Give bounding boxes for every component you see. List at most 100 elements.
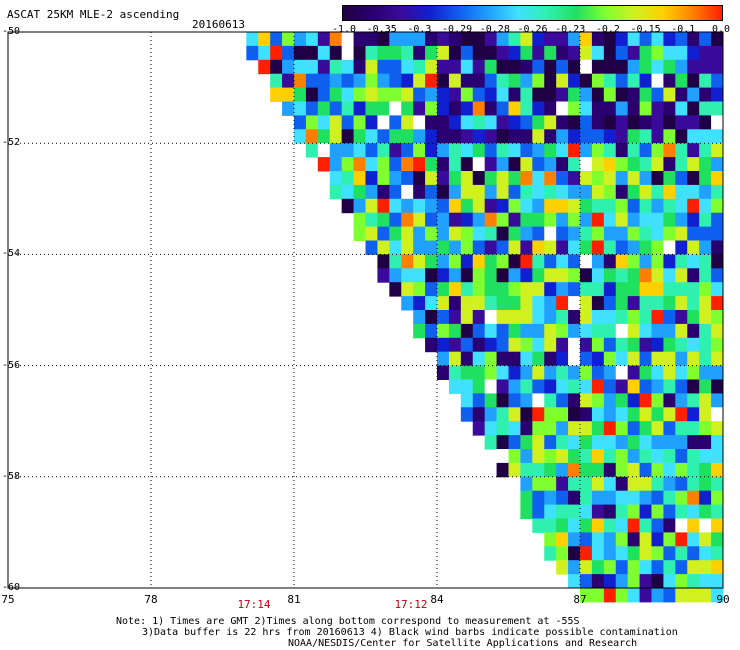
swath-cell	[675, 421, 688, 436]
swath-cell	[639, 171, 652, 186]
swath-cell	[353, 87, 366, 102]
swath-cell	[448, 337, 462, 353]
swath-cell	[556, 560, 569, 575]
swath-cell	[675, 59, 688, 75]
swath-cell	[329, 184, 343, 200]
swath-cell	[353, 198, 366, 214]
swath-cell	[615, 323, 629, 339]
note-line-2: 3)Data buffer is 22 hrs from 20160613 4)…	[142, 627, 678, 638]
swath-cell	[639, 296, 652, 311]
swath-cell	[425, 268, 438, 283]
swath-cell	[472, 198, 486, 214]
swath-cell	[556, 351, 569, 367]
swath-cell	[675, 310, 688, 325]
swath-cell	[556, 184, 569, 200]
swath-cell	[556, 421, 569, 436]
swath-cell	[591, 393, 605, 408]
swath-cell	[484, 254, 498, 269]
swath-cell	[699, 240, 712, 255]
swath-cell	[484, 435, 498, 450]
swath-cell	[603, 143, 617, 158]
swath-cell	[317, 32, 331, 47]
swath-cell	[687, 143, 700, 158]
swath-cell	[615, 254, 629, 269]
swath-cell	[532, 212, 545, 228]
swath-cell	[544, 32, 557, 47]
swath-cell	[651, 462, 664, 478]
swath-cell	[663, 226, 676, 241]
swath-cell	[639, 59, 652, 75]
swath-cell	[591, 365, 605, 380]
swath-cell	[484, 101, 498, 116]
swath-cell	[675, 268, 688, 283]
swath-cell	[687, 226, 700, 241]
swath-cell	[675, 254, 688, 269]
swath-cell	[627, 560, 641, 575]
swath-cell	[603, 212, 617, 228]
swath-cell	[401, 226, 414, 241]
swath-cell	[687, 32, 700, 47]
swath-cell	[711, 129, 724, 144]
swath-cell	[568, 310, 581, 325]
swath-cell	[615, 574, 629, 589]
swath-cell	[591, 379, 605, 394]
swath-cell	[377, 129, 390, 144]
swath-cell	[425, 171, 438, 186]
swath-cell	[282, 101, 295, 116]
swath-cell	[687, 365, 700, 380]
swath-cell	[520, 282, 533, 297]
swath-cell	[603, 310, 617, 325]
swath-cell	[675, 296, 688, 311]
swath-cell	[603, 504, 617, 519]
swath-cell	[699, 59, 712, 75]
swath-cell	[472, 115, 486, 130]
swath-cell	[699, 45, 712, 61]
swath-cell	[413, 268, 426, 283]
swath-cell	[627, 32, 641, 47]
swath-cell	[615, 337, 629, 353]
swath-cell	[603, 87, 617, 102]
swath-cell	[568, 435, 581, 450]
swath-cell	[580, 393, 593, 408]
swath-cell	[639, 32, 652, 47]
swath-cell	[508, 59, 521, 75]
note-line-1: Note: 1) Times are GMT 2)Times along bot…	[116, 616, 580, 627]
lon-tick-label: 84	[430, 593, 444, 606]
swath-cell	[639, 560, 652, 575]
swath-cell	[603, 115, 617, 130]
swath-cell	[460, 310, 474, 325]
swath-cell	[603, 462, 617, 478]
swath-cell	[508, 323, 521, 339]
swath-cell	[580, 198, 593, 214]
swath-cell	[699, 212, 712, 228]
swath-cell	[663, 588, 676, 603]
swath-cell	[341, 157, 355, 172]
swath-cell	[675, 449, 688, 464]
swath-cell	[401, 143, 414, 158]
swath-cell	[413, 73, 426, 89]
swath-cell	[627, 73, 641, 89]
swath-cell	[699, 532, 712, 547]
swath-cell	[472, 101, 486, 116]
swath-cell	[544, 435, 557, 450]
swath-cell	[675, 518, 688, 533]
swath-cell	[532, 143, 545, 158]
swath-cell	[675, 115, 688, 130]
swath-cell	[615, 226, 629, 241]
swath-cell	[401, 115, 414, 130]
swath-cell	[520, 171, 533, 186]
swath-cell	[508, 462, 521, 478]
swath-cell	[508, 421, 521, 436]
swath-cell	[591, 323, 605, 339]
swath-cell	[496, 143, 509, 158]
swath-cell	[699, 560, 712, 575]
swath-cell	[699, 518, 712, 533]
swath-cell	[437, 310, 450, 325]
swath-cell	[448, 254, 462, 269]
swath-cell	[627, 546, 641, 561]
swath-cell	[460, 351, 474, 367]
swath-cell	[580, 32, 593, 47]
swath-cell	[317, 157, 331, 172]
swath-cell	[532, 254, 545, 269]
swath-cell	[591, 254, 605, 269]
